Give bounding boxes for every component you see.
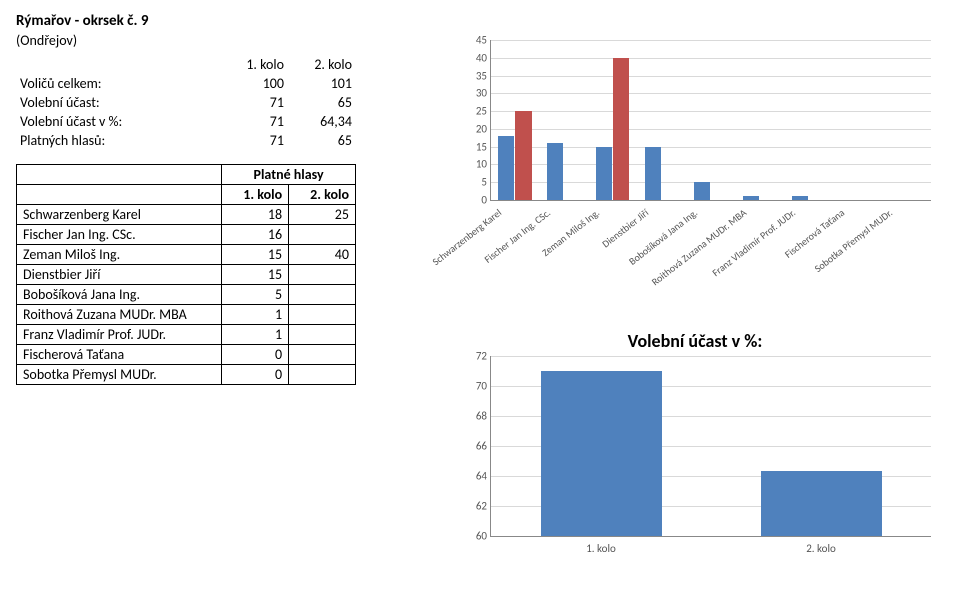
y-tick: 68 — [463, 410, 487, 423]
votes-table: Platné hlasy 1. kolo 2. kolo Schwarzenbe… — [16, 164, 356, 385]
y-tick: 40 — [463, 51, 487, 64]
bar — [613, 58, 629, 200]
summary-row-label: Platných hlasů: — [16, 131, 220, 150]
candidate-name: Zeman Miloš Ing. — [17, 245, 222, 265]
y-tick: 30 — [463, 87, 487, 100]
summary-row-label: Volební účast v %: — [16, 112, 220, 131]
x-label: Franz Vladimír Prof. JUDr. — [709, 206, 798, 279]
candidate-round1: 0 — [222, 345, 289, 365]
candidate-name: Bobošíková Jana Ing. — [17, 285, 222, 305]
votes-col1: 1. kolo — [222, 185, 289, 205]
page-subtitle: (Ondřejov) — [16, 32, 446, 49]
summary-row-val2: 64,34 — [288, 112, 356, 131]
candidate-round1: 18 — [222, 205, 289, 225]
y-tick: 62 — [463, 500, 487, 513]
candidate-round2 — [289, 345, 356, 365]
bar — [761, 471, 882, 536]
y-tick: 45 — [463, 34, 487, 47]
y-tick: 20 — [463, 122, 487, 135]
candidate-name: Sobotka Přemysl MUDr. — [17, 365, 222, 385]
y-tick: 60 — [463, 530, 487, 543]
candidate-name: Dienstbier Jiří — [17, 265, 222, 285]
candidates-bar-chart: 051015202530354045Schwarzenberg KarelFis… — [460, 40, 930, 280]
y-tick: 10 — [463, 158, 487, 171]
candidate-round2 — [289, 365, 356, 385]
candidate-round2 — [289, 285, 356, 305]
summary-row-label: Voličů celkem: — [16, 74, 220, 93]
summary-row-label: Volební účast: — [16, 93, 220, 112]
page-title: Rýmařov - okrsek č. 9 — [16, 12, 446, 30]
candidate-round1: 15 — [222, 265, 289, 285]
bar — [645, 147, 661, 200]
bar — [547, 143, 563, 200]
candidate-name: Fischer Jan Ing. CSc. — [17, 225, 222, 245]
summary-row-val1: 100 — [220, 74, 288, 93]
turnout-bar-chart: Volební účast v %: 60 62 64 66 68 70 72 1. kolo… — [460, 330, 930, 590]
summary-col2: 2. kolo — [288, 55, 356, 74]
candidate-round1: 5 — [222, 285, 289, 305]
bar — [792, 196, 808, 200]
candidate-round2 — [289, 305, 356, 325]
bar — [498, 136, 514, 200]
y-tick: 5 — [463, 176, 487, 189]
y-tick: 0 — [463, 194, 487, 207]
x-label: 2. kolo — [806, 542, 836, 555]
candidate-round1: 16 — [222, 225, 289, 245]
x-label: Roithová Zuzana MUDr. MBA — [649, 206, 749, 288]
summary-row-val2: 101 — [288, 74, 356, 93]
candidate-round2 — [289, 225, 356, 245]
summary-row-val2: 65 — [288, 131, 356, 150]
y-tick: 25 — [463, 105, 487, 118]
y-tick: 72 — [463, 350, 487, 363]
summary-table: 1. kolo 2. kolo Voličů celkem:100101 Vole… — [16, 55, 356, 150]
candidate-name: Roithová Zuzana MUDr. MBA — [17, 305, 222, 325]
bar — [596, 147, 612, 200]
y-tick: 64 — [463, 470, 487, 483]
votes-header: Platné hlasy — [222, 165, 356, 185]
y-tick: 66 — [463, 440, 487, 453]
summary-row-val1: 71 — [220, 112, 288, 131]
bar — [743, 196, 759, 200]
candidate-name: Fischerová Taťana — [17, 345, 222, 365]
candidate-round2 — [289, 325, 356, 345]
candidate-name: Schwarzenberg Karel — [17, 205, 222, 225]
candidate-round2: 25 — [289, 205, 356, 225]
bar — [694, 182, 710, 200]
summary-row-val1: 71 — [220, 131, 288, 150]
y-tick: 35 — [463, 69, 487, 82]
x-label: 1. kolo — [586, 542, 616, 555]
turnout-chart-title: Volební účast v %: — [460, 330, 930, 352]
summary-row-val2: 65 — [288, 93, 356, 112]
candidate-round1: 0 — [222, 365, 289, 385]
candidate-round1: 1 — [222, 325, 289, 345]
candidate-name: Franz Vladimír Prof. JUDr. — [17, 325, 222, 345]
y-tick: 70 — [463, 380, 487, 393]
bar — [541, 371, 662, 536]
candidate-round1: 15 — [222, 245, 289, 265]
votes-col2: 2. kolo — [289, 185, 356, 205]
summary-row-val1: 71 — [220, 93, 288, 112]
candidate-round2: 40 — [289, 245, 356, 265]
summary-col1: 1. kolo — [220, 55, 288, 74]
bar — [515, 111, 531, 200]
candidate-round1: 1 — [222, 305, 289, 325]
candidate-round2 — [289, 265, 356, 285]
y-tick: 15 — [463, 140, 487, 153]
